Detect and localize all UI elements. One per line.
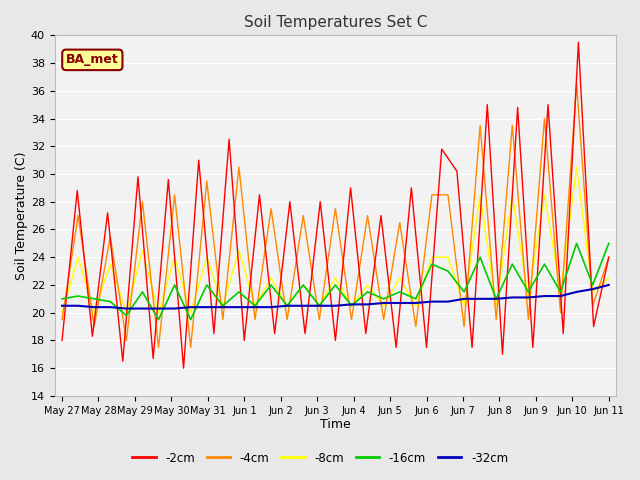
Legend: -2cm, -4cm, -8cm, -16cm, -32cm: -2cm, -4cm, -8cm, -16cm, -32cm — [127, 447, 513, 469]
Text: BA_met: BA_met — [66, 53, 119, 66]
X-axis label: Time: Time — [320, 419, 351, 432]
Y-axis label: Soil Temperature (C): Soil Temperature (C) — [15, 151, 28, 280]
Title: Soil Temperatures Set C: Soil Temperatures Set C — [244, 15, 427, 30]
